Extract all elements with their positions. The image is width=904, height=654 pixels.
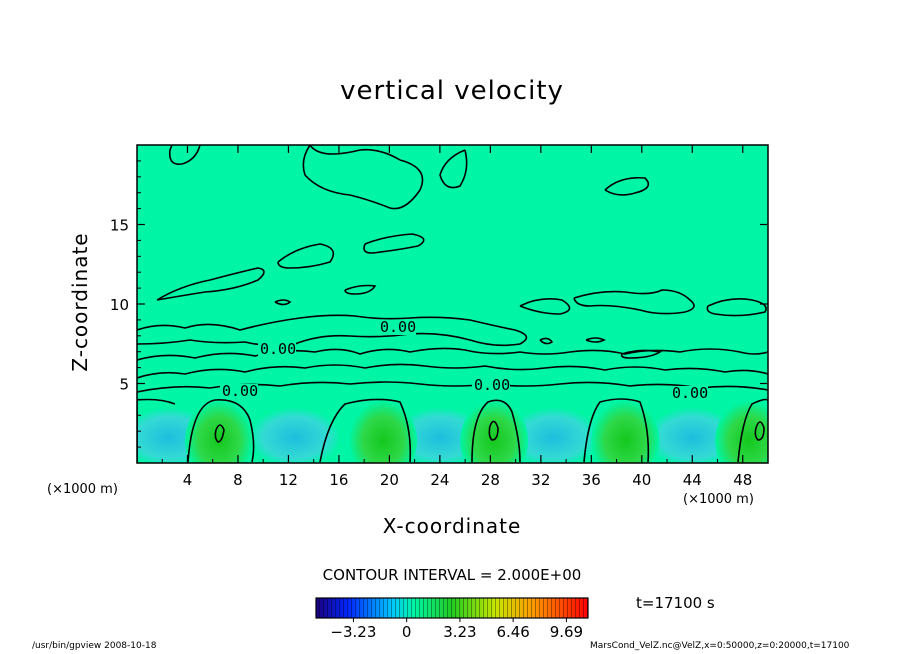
x-ticks: 4 8 12 16 20 24 28 32 36 40 44 48 bbox=[161, 145, 752, 489]
x-tick-label: 28 bbox=[481, 471, 500, 489]
colorbar-tick-label: 3.23 bbox=[443, 623, 476, 641]
contour-interval: CONTOUR INTERVAL = 2.000E+00 bbox=[322, 566, 582, 584]
downdraft-region-2 bbox=[248, 407, 341, 463]
x-tick-label: 32 bbox=[531, 471, 550, 489]
x-tick-label: 40 bbox=[632, 471, 651, 489]
updraft-region-5 bbox=[715, 400, 768, 463]
updraft-region-2 bbox=[349, 400, 418, 463]
footer-left: /usr/bin/gpview 2008-10-18 bbox=[32, 641, 157, 651]
contour-label-bg bbox=[472, 378, 510, 393]
downdraft-region-5 bbox=[646, 407, 739, 463]
colorbar-tick-label: −3.23 bbox=[330, 623, 376, 641]
x-unit-right: (×1000 m) bbox=[683, 492, 754, 507]
colorbar-ticks: −3.23 0 3.23 6.46 9.69 bbox=[330, 618, 583, 641]
contour-labels: 0.00 0.00 0.00 0.00 0.00 bbox=[220, 318, 708, 402]
updraft-region-4 bbox=[591, 400, 660, 463]
contour-label-bg bbox=[220, 384, 258, 399]
contour-label: 0.00 bbox=[222, 382, 258, 400]
time-label: t=17100 s bbox=[636, 594, 715, 612]
colorbar-tick-label: 9.69 bbox=[550, 623, 583, 641]
contour-label: 0.00 bbox=[380, 318, 416, 336]
velocity-field bbox=[137, 145, 768, 463]
chart-title: vertical velocity bbox=[340, 76, 564, 106]
colorbar-tick-label: 0 bbox=[402, 623, 412, 641]
colorbar-frame bbox=[315, 597, 589, 619]
contour-label: 0.00 bbox=[260, 340, 296, 358]
y-tick-label: 5 bbox=[119, 376, 129, 394]
updraft-region-3 bbox=[460, 400, 529, 463]
x-tick-label: 44 bbox=[683, 471, 702, 489]
x-tick-label: 48 bbox=[733, 471, 752, 489]
y-tick-label: 10 bbox=[110, 296, 129, 314]
contour-label: 0.00 bbox=[474, 376, 510, 394]
x-axis-label: X-coordinate bbox=[382, 514, 522, 538]
contour-label: 0.00 bbox=[672, 384, 708, 402]
x-tick-label: 20 bbox=[380, 471, 399, 489]
downdraft-region-4 bbox=[507, 407, 600, 463]
contour-label-bg bbox=[258, 342, 296, 357]
updraft-region-1 bbox=[185, 400, 254, 463]
footer-right: MarsCond_VelZ.nc@VelZ,x=0:50000,z=0:2000… bbox=[590, 641, 850, 651]
y-tick-label: 15 bbox=[110, 217, 129, 235]
colorbar bbox=[315, 597, 589, 619]
colorbar-tick-label: 6.46 bbox=[496, 623, 529, 641]
colorbar-bands bbox=[316, 598, 588, 618]
x-tick-label: 4 bbox=[183, 471, 193, 489]
x-unit-left: (×1000 m) bbox=[47, 482, 118, 497]
y-ticks: 5 10 15 bbox=[110, 160, 768, 448]
x-tick-label: 24 bbox=[430, 471, 449, 489]
x-tick-label: 16 bbox=[329, 471, 348, 489]
x-tick-label: 12 bbox=[279, 471, 298, 489]
contour-label-bg bbox=[378, 320, 416, 335]
x-tick-label: 36 bbox=[582, 471, 601, 489]
contour-label-bg bbox=[670, 386, 708, 401]
x-tick-label: 8 bbox=[233, 471, 243, 489]
